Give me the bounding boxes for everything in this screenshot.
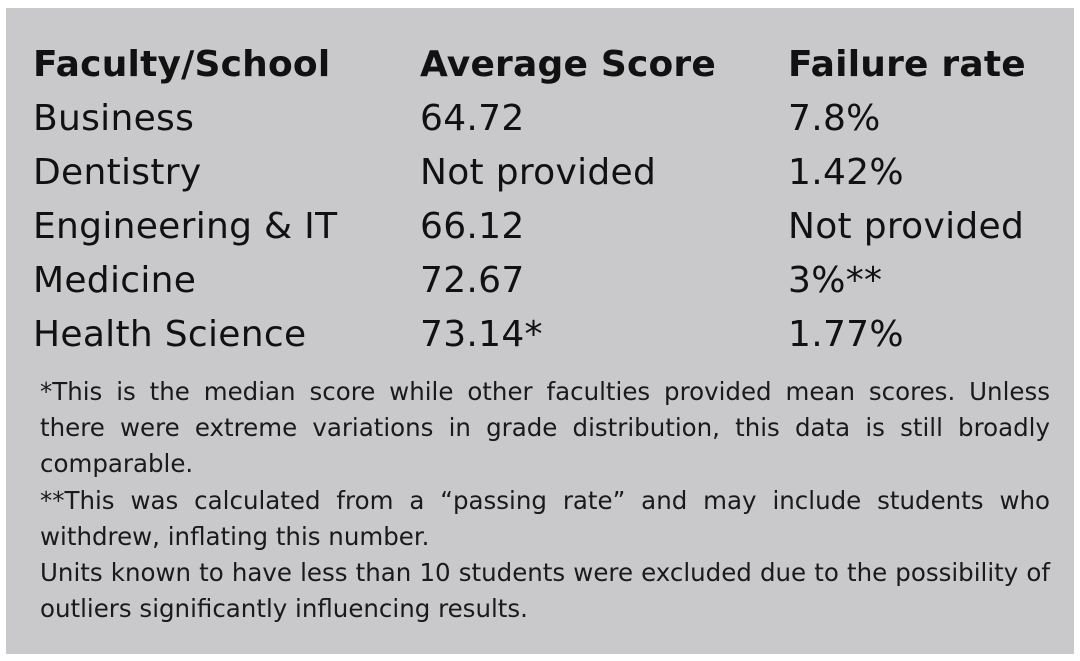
table-row: Engineering & IT 66.12 Not provided (33, 200, 1053, 254)
average-score-cell: 72.67 (420, 260, 525, 301)
footnote-median-score: *This is the median score while other fa… (40, 377, 1050, 479)
faculty-cell: Business (33, 98, 195, 139)
table-header-row: Faculty/School Average Score Failure rat… (33, 38, 1053, 92)
column-header-faculty: Faculty/School (33, 44, 331, 85)
table-row: Business 64.72 7.8% (33, 92, 1053, 146)
faculty-scores-table: Faculty/School Average Score Failure rat… (33, 38, 1053, 362)
footnote-passing-rate: **This was calculated from a “passing ra… (40, 485, 1050, 551)
table-row: Dentistry Not provided 1.42% (33, 146, 1053, 200)
table-row: Health Science 73.14* 1.77% (33, 308, 1053, 362)
footnote-excluded-units: Units known to have less than 10 student… (40, 558, 1050, 624)
average-score-cell: Not provided (420, 152, 657, 193)
failure-rate-cell: 3%** (788, 260, 883, 301)
table-row: Medicine 72.67 3%** (33, 254, 1053, 308)
failure-rate-cell: 1.42% (788, 152, 904, 193)
faculty-cell: Dentistry (33, 152, 202, 193)
summary-panel: Faculty/School Average Score Failure rat… (6, 8, 1074, 654)
average-score-cell: 73.14* (420, 314, 543, 355)
footnotes: *This is the median score while other fa… (40, 374, 1050, 627)
failure-rate-cell: 7.8% (788, 98, 881, 139)
average-score-cell: 66.12 (420, 206, 525, 247)
faculty-cell: Medicine (33, 260, 197, 301)
column-header-failure-rate: Failure rate (788, 44, 1026, 85)
faculty-cell: Health Science (33, 314, 307, 355)
faculty-cell: Engineering & IT (33, 206, 338, 247)
failure-rate-cell: Not provided (788, 206, 1025, 247)
average-score-cell: 64.72 (420, 98, 525, 139)
failure-rate-cell: 1.77% (788, 314, 904, 355)
column-header-average-score: Average Score (420, 44, 716, 85)
